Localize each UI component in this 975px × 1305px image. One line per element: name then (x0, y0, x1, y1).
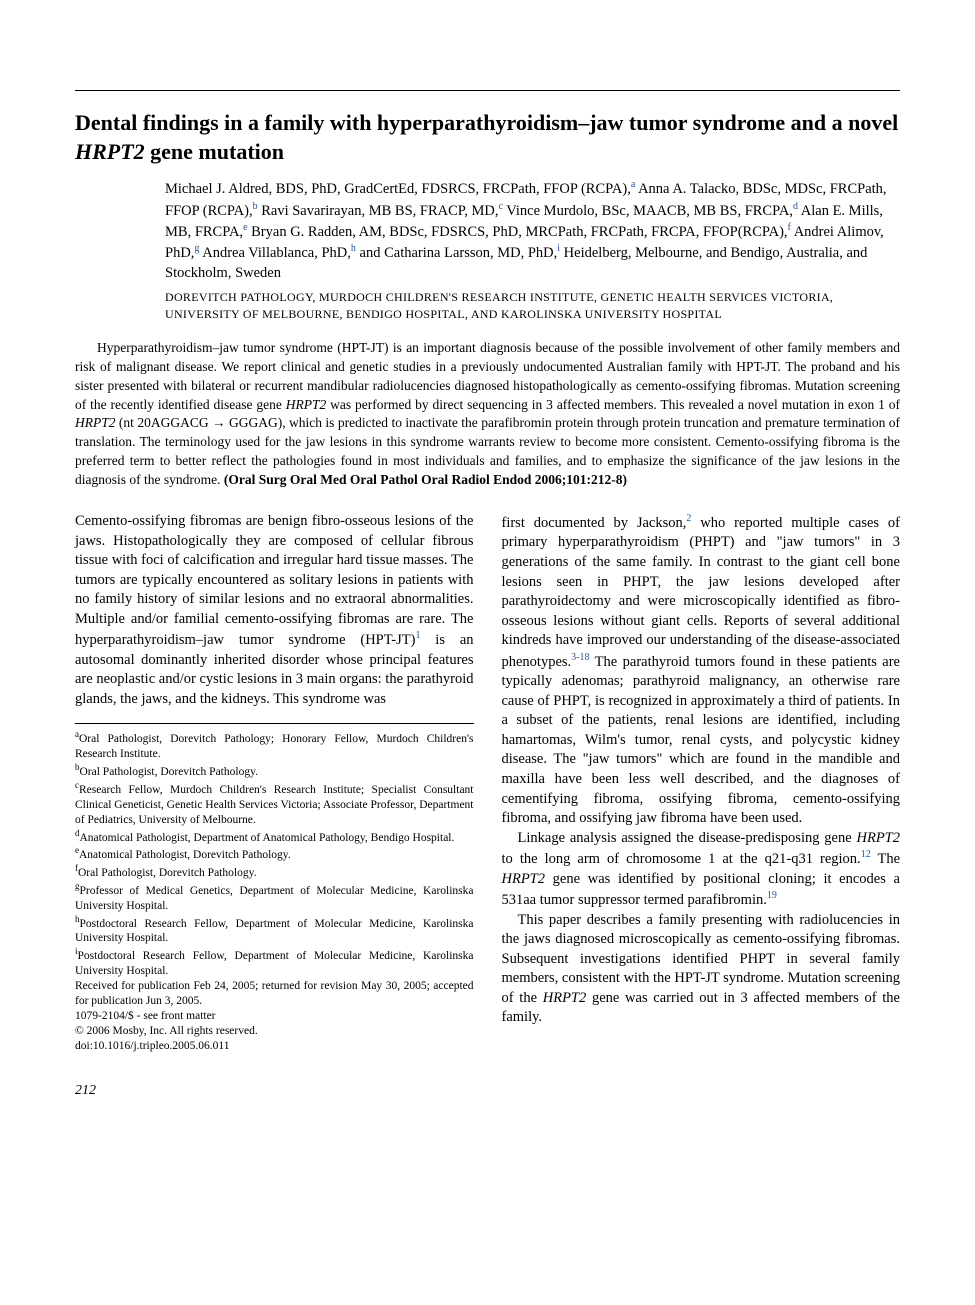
body-paragraph-1: Cemento-ossifying fibromas are benign fi… (75, 512, 474, 709)
article-title: Dental findings in a family with hyperpa… (75, 109, 900, 166)
footnote-line: fOral Pathologist, Dorevitch Pathology. (75, 863, 474, 881)
affiliations-line: DOREVITCH PATHOLOGY, MURDOCH CHILDREN'S … (75, 289, 900, 323)
body-paragraph-2: first documented by Jackson,2 who report… (502, 512, 901, 829)
body-columns: Cemento-ossifying fibromas are benign fi… (75, 512, 900, 1054)
body-paragraph-3: Linkage analysis assigned the disease-pr… (502, 829, 901, 911)
footnote-line: doi:10.1016/j.tripleo.2005.06.011 (75, 1039, 474, 1054)
footnote-line: 1079-2104/$ - see front matter (75, 1009, 474, 1024)
page-number: 212 (75, 1082, 900, 1101)
footnote-line: iPostdoctoral Research Fellow, Departmen… (75, 946, 474, 979)
abstract-text: Hyperparathyroidism–jaw tumor syndrome (… (75, 339, 900, 490)
footnote-line: dAnatomical Pathologist, Department of A… (75, 828, 474, 846)
footnote-line: cResearch Fellow, Murdoch Children's Res… (75, 780, 474, 828)
footnote-line: © 2006 Mosby, Inc. All rights reserved. (75, 1024, 474, 1039)
title-gene: HRPT2 (75, 139, 145, 164)
footnote-line: aOral Pathologist, Dorevitch Pathology; … (75, 729, 474, 762)
title-pre: Dental findings in a family with hyperpa… (75, 110, 898, 135)
footnote-line: gProfessor of Medical Genetics, Departme… (75, 881, 474, 914)
authors-block: Michael J. Aldred, BDS, PhD, GradCertEd,… (75, 178, 900, 283)
footnote-line: eAnatomical Pathologist, Dorevitch Patho… (75, 845, 474, 863)
top-rule (75, 90, 900, 91)
footnotes-block: aOral Pathologist, Dorevitch Pathology; … (75, 723, 474, 1053)
footnote-line: bOral Pathologist, Dorevitch Pathology. (75, 762, 474, 780)
footnote-line: Received for publication Feb 24, 2005; r… (75, 979, 474, 1009)
body-paragraph-4: This paper describes a family presenting… (502, 911, 901, 1028)
title-post: gene mutation (145, 139, 284, 164)
footnote-line: hPostdoctoral Research Fellow, Departmen… (75, 914, 474, 947)
abstract: Hyperparathyroidism–jaw tumor syndrome (… (75, 339, 900, 490)
